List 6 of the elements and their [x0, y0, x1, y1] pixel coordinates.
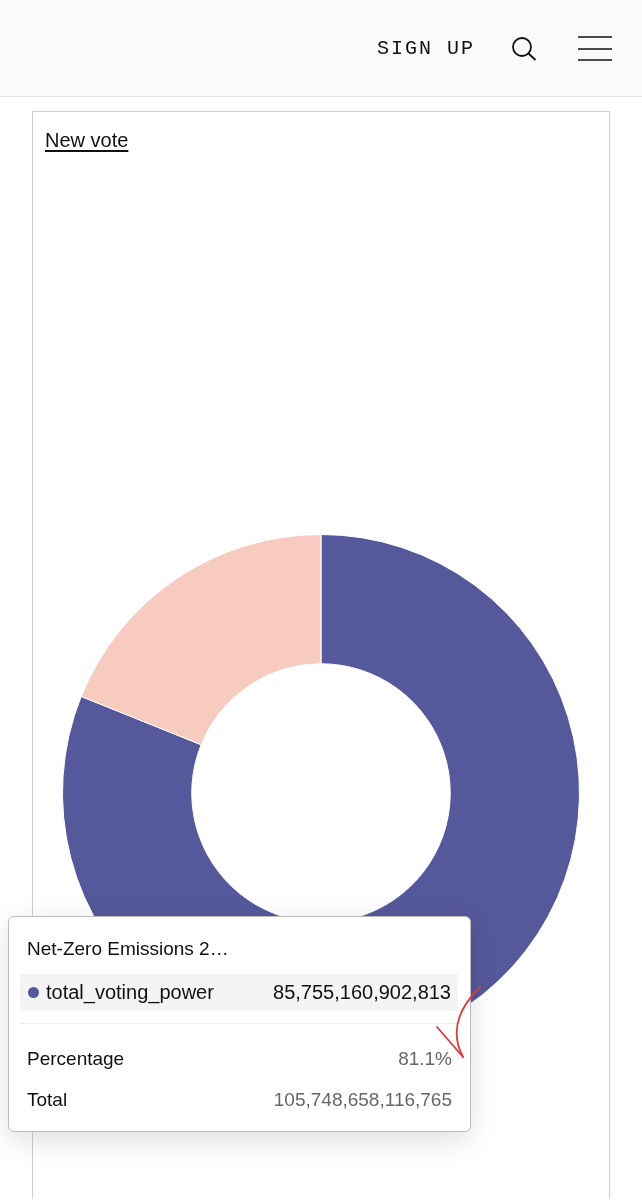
- chart-title: New vote: [45, 128, 129, 153]
- data-label: 85,755,160,902,813: [273, 980, 451, 1005]
- legend-label: total_voting_power: [46, 980, 214, 1005]
- slice-label: Net-Zero Emissions 2…: [27, 937, 229, 961]
- text: SIGN UP: [377, 36, 476, 62]
- tooltip-card: Net-Zero Emissions 2… total_voting_power 85,755,160,902,813 Percentage 81.1% Total 105,748,658,116,765: [8, 916, 471, 1132]
